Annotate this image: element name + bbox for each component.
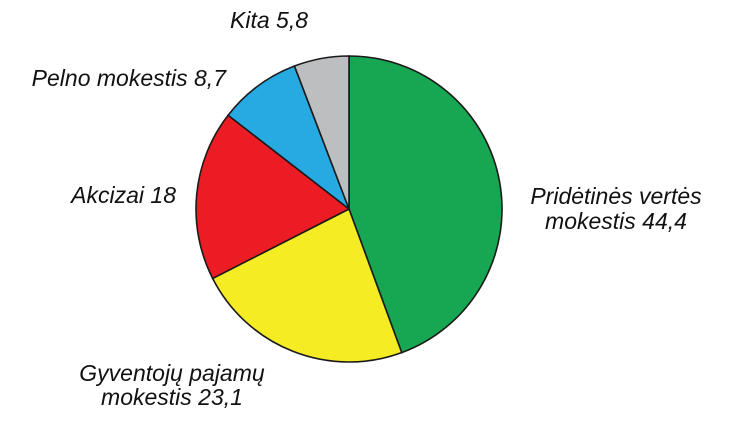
pie-slice-5 <box>293 55 350 210</box>
slice-label-line: mokestis 23,1 <box>101 384 243 410</box>
slice-label-5: Kita 5,8 <box>230 7 308 33</box>
slice-label-line: Kita 5,8 <box>230 7 308 33</box>
pie-slice-3 <box>195 114 351 280</box>
slice-label-line: Pridėtinės vertės <box>530 183 702 209</box>
slice-label-1: Pridėtinės vertės mokestis 44,4 <box>530 183 702 234</box>
slice-label-line: Pelno mokestis 8,7 <box>32 65 228 91</box>
pie-slice-4 <box>226 65 351 212</box>
slice-label-line: Akcizai 18 <box>69 182 176 208</box>
pie-slice-2 <box>211 207 403 363</box>
slice-label-line: Gyventojų pajamų <box>79 360 265 386</box>
pie-slice-1 <box>348 55 503 354</box>
slice-label-4: Pelno mokestis 8,7 <box>32 65 228 91</box>
slice-label-2: Gyventojų pajamų mokestis 23,1 <box>79 360 265 410</box>
slice-label-line: mokestis 44,4 <box>545 208 687 234</box>
slice-label-3: Akcizai 18 <box>69 182 176 208</box>
